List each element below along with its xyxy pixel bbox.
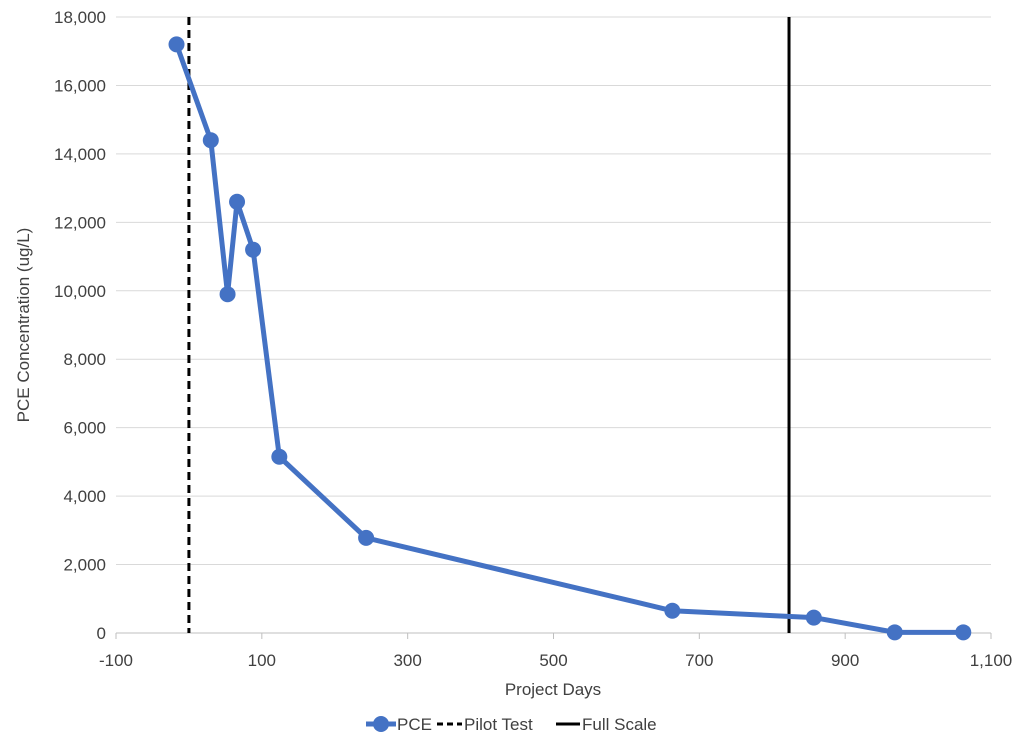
x-tick-label: 300 [393, 651, 421, 670]
y-tick-label: 4,000 [63, 487, 106, 506]
data-point [219, 286, 236, 303]
y-tick-label: 12,000 [54, 213, 106, 232]
y-axis-title: PCE Concentration (ug/L) [14, 228, 33, 423]
y-tick-label: 10,000 [54, 282, 106, 301]
x-tick-labels: -100 100 300 500 700 900 1,100 [99, 651, 1012, 670]
x-tick-label: -100 [99, 651, 133, 670]
y-tick-label: 6,000 [63, 419, 106, 438]
x-tick-label: 100 [248, 651, 276, 670]
data-point [955, 624, 972, 641]
x-axis-title: Project Days [505, 680, 601, 699]
gridlines [116, 16, 991, 566]
x-tick-label: 900 [831, 651, 859, 670]
legend-pce-label: PCE [397, 715, 432, 734]
data-point [202, 132, 219, 149]
data-point [886, 624, 903, 641]
series-line-pce [174, 43, 964, 635]
x-tick-label: 500 [539, 651, 567, 670]
y-tick-label: 16,000 [54, 76, 106, 95]
data-point [271, 448, 288, 465]
x-tick-label: 1,100 [970, 651, 1013, 670]
legend-pce-marker [373, 716, 389, 732]
axes [115, 632, 992, 639]
legend: PCE Pilot Test Full Scale [366, 715, 657, 734]
y-tick-labels: 0 2,000 4,000 6,000 8,000 10,000 12,000 14,000 1… [54, 8, 106, 643]
legend-full-scale-label: Full Scale [582, 715, 657, 734]
y-tick-label: 14,000 [54, 145, 106, 164]
data-point [664, 602, 681, 619]
y-tick-label: 2,000 [63, 556, 106, 575]
legend-pilot-test-label: Pilot Test [464, 715, 533, 734]
data-point [358, 529, 375, 546]
data-point [245, 241, 262, 258]
x-tick-label: 700 [685, 651, 713, 670]
data-point [805, 609, 822, 626]
series [168, 36, 972, 641]
data-point [168, 36, 185, 53]
data-point [229, 193, 246, 210]
y-tick-label: 18,000 [54, 8, 106, 27]
y-tick-label: 8,000 [63, 350, 106, 369]
y-tick-label: 0 [97, 624, 106, 643]
reference-lines [187, 17, 791, 633]
